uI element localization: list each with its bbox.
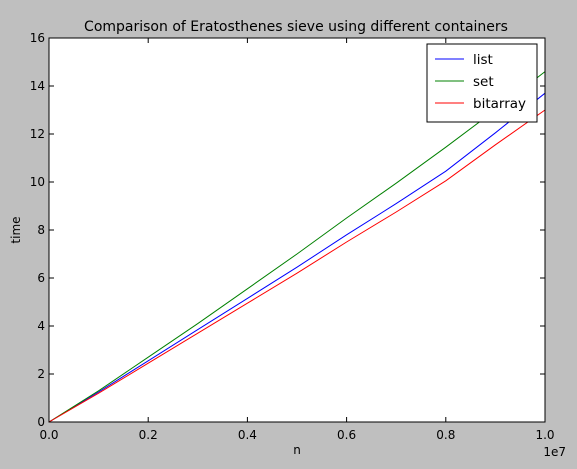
y-tick-label: 16 [30,31,45,45]
y-tick-label: 8 [37,223,45,237]
x-offset-label: 1e7 [543,445,566,459]
chart-title: Comparison of Eratosthenes sieve using d… [84,19,508,35]
y-tick-label: 4 [37,319,45,333]
y-tick-label: 12 [30,127,45,141]
x-tick-label: 0.4 [238,428,257,442]
legend-box [426,43,538,123]
tick-layer: 0.0 0.2 0.4 0.6 0.8 1.0 0 2 4 6 8 10 12 14 16 [30,31,555,442]
series-line-set [48,71,546,423]
series-layer [48,71,546,423]
x-tick-label: 0.0 [39,428,58,442]
series-line-list [48,92,546,423]
x-axis-label: n [293,443,301,457]
y-tick-label: 2 [37,367,45,381]
legend-label-set: set [473,74,494,90]
y-tick-label: 14 [30,79,45,93]
y-tick-label: 6 [37,271,45,285]
legend-label-list: list [473,52,493,68]
legend-label-bitarray: bitarray [473,96,526,112]
x-tick-label: 0.8 [436,428,455,442]
x-tick-label: 0.2 [139,428,158,442]
plot-frame [48,37,546,423]
y-tick-label: 10 [30,175,45,189]
x-tick-label: 1.0 [535,428,554,442]
series-line-bitarray [48,109,546,423]
y-axis-label: time [9,216,23,243]
legend: list set bitarray [426,43,538,123]
x-tick-label: 0.6 [337,428,356,442]
y-tick-label: 0 [37,415,45,429]
